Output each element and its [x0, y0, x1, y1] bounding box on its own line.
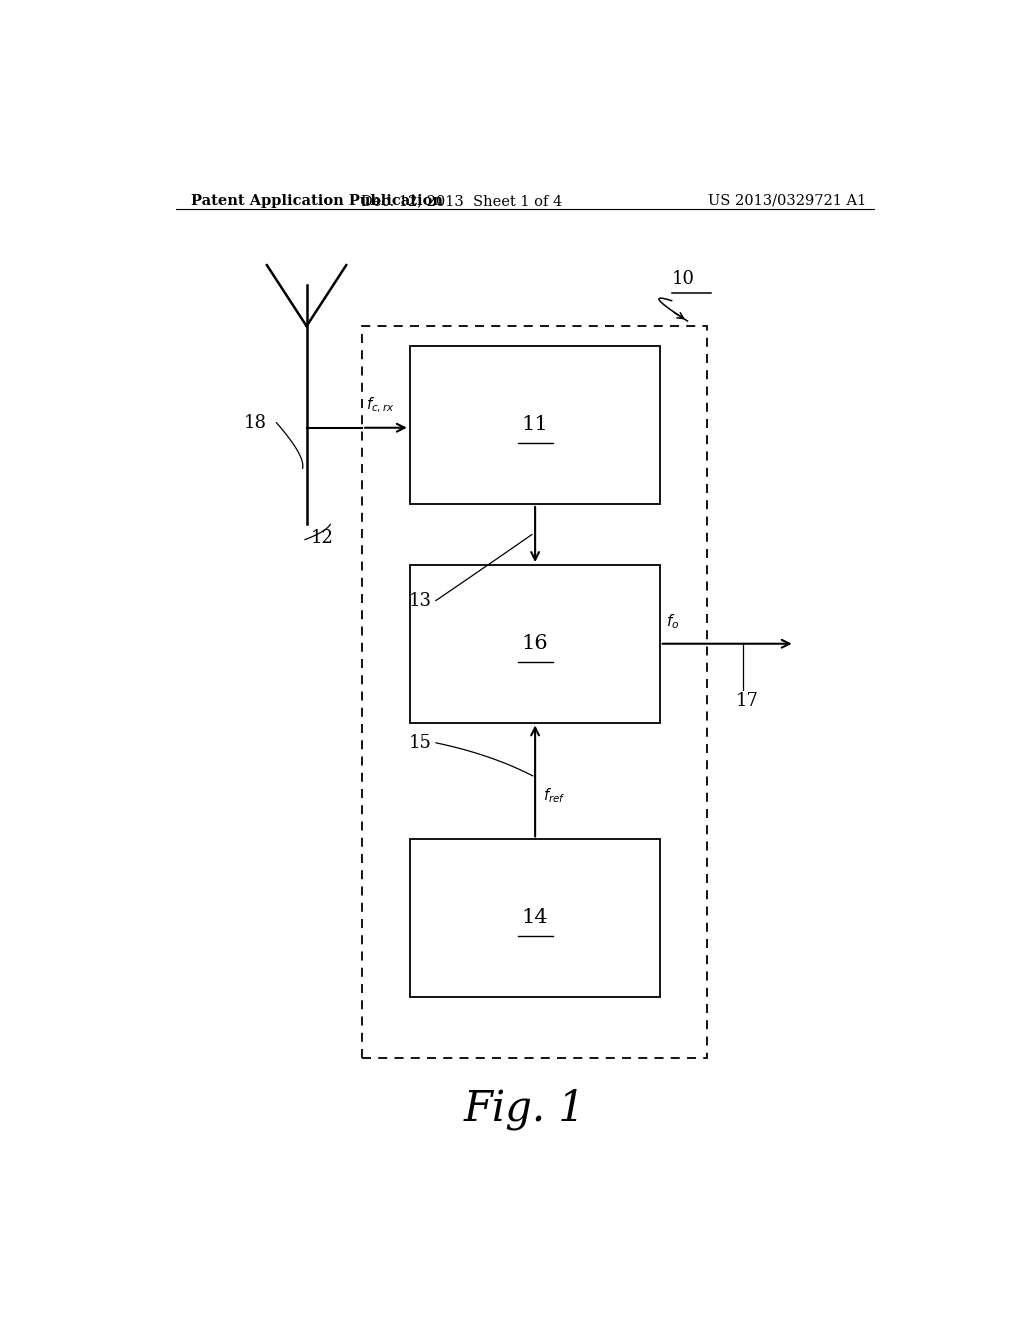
- Text: 17: 17: [735, 692, 759, 710]
- Text: $f_o$: $f_o$: [666, 611, 680, 631]
- Bar: [410, 346, 659, 504]
- Text: 15: 15: [409, 734, 432, 752]
- Text: 16: 16: [522, 634, 549, 652]
- Text: Dec. 12, 2013  Sheet 1 of 4: Dec. 12, 2013 Sheet 1 of 4: [360, 194, 562, 209]
- Bar: [410, 565, 659, 722]
- Bar: [362, 326, 708, 1057]
- Text: $f_{c,rx}$: $f_{c,rx}$: [367, 395, 394, 414]
- Text: Patent Application Publication: Patent Application Publication: [191, 194, 443, 209]
- Text: 11: 11: [522, 416, 549, 434]
- Text: US 2013/0329721 A1: US 2013/0329721 A1: [708, 194, 866, 209]
- Text: 10: 10: [672, 271, 694, 288]
- Text: 18: 18: [244, 413, 267, 432]
- Bar: [410, 840, 659, 997]
- Text: $f_{ref}$: $f_{ref}$: [543, 785, 565, 805]
- Text: 14: 14: [522, 908, 549, 927]
- Text: 13: 13: [409, 591, 432, 610]
- Text: 12: 12: [311, 529, 334, 548]
- Text: Fig. 1: Fig. 1: [464, 1088, 586, 1130]
